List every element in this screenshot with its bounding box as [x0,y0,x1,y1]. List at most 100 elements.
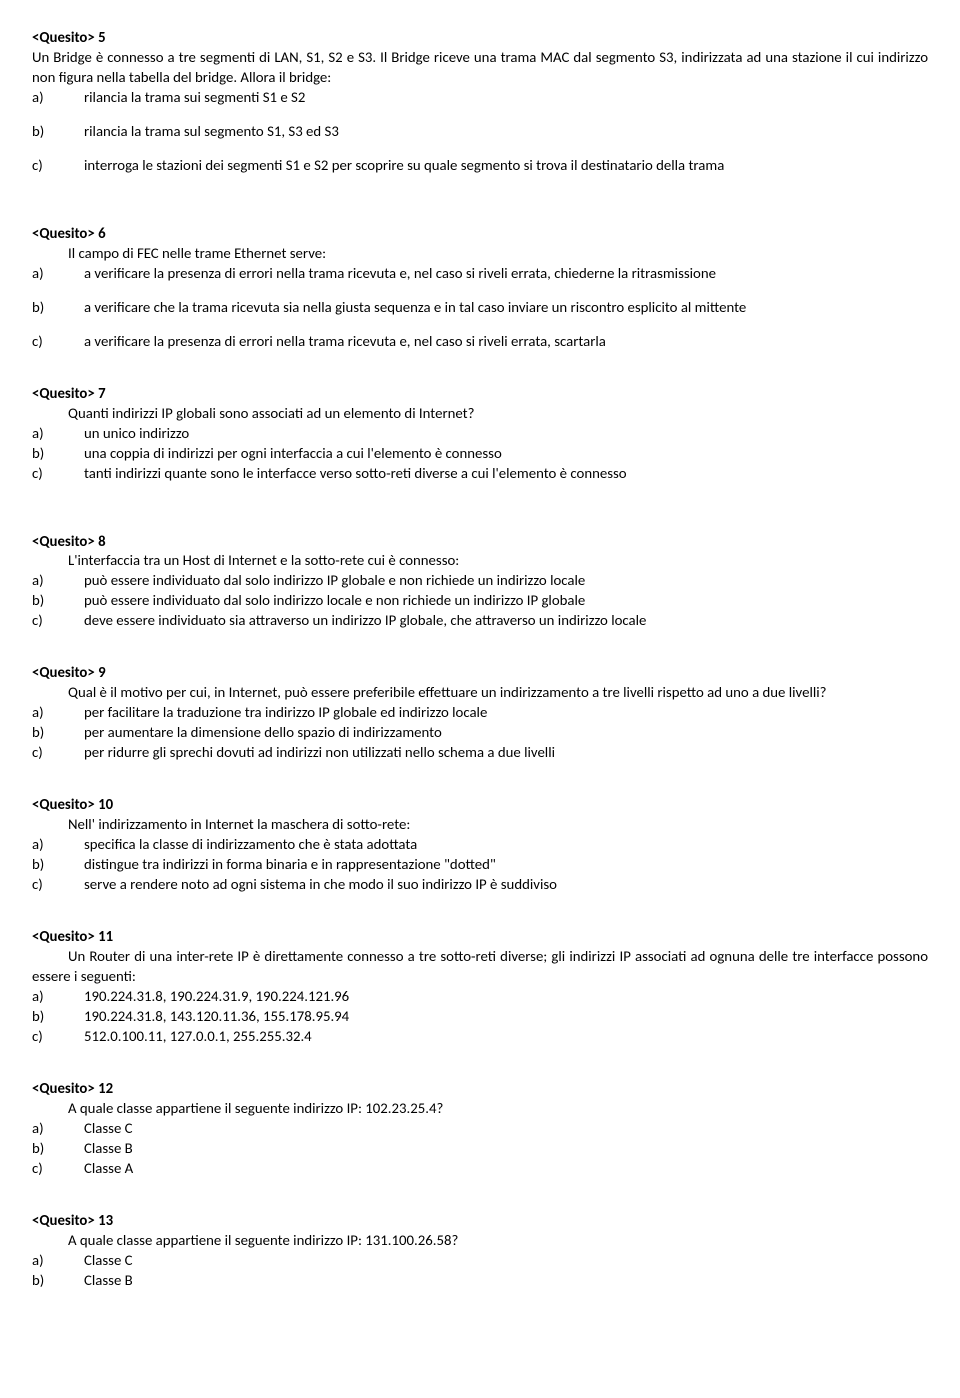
option-letter: c) [32,875,84,895]
question-intro: Qual è il motivo per cui, in Internet, p… [32,683,928,703]
option-row: a)Classe C [32,1119,928,1139]
option-letter: c) [32,156,84,176]
quesito-heading: <Quesito> 10 [32,795,928,815]
section-gap [32,1179,928,1193]
quesito-heading: <Quesito> 12 [32,1079,928,1099]
question-intro: Il campo di FEC nelle trame Ethernet ser… [68,244,928,264]
option-letter: a) [32,987,84,1007]
quesito-heading: <Quesito> 6 [32,224,928,244]
option-text: un unico indirizzo [84,424,928,444]
option-letter: a) [32,264,84,284]
option-letter: c) [32,332,84,352]
option-text: 190.224.31.8, 143.120.11.36, 155.178.95.… [84,1007,928,1027]
option-row: a)Classe C [32,1251,928,1271]
quesito-heading: <Quesito> 11 [32,927,928,947]
option-row: b)rilancia la trama sul segmento S1, S3 … [32,122,928,142]
option-row: c)Classe A [32,1159,928,1179]
option-letter: b) [32,723,84,743]
option-text: rilancia la trama sul segmento S1, S3 ed… [84,122,928,142]
option-text: Classe C [84,1251,928,1271]
question-intro: Un Bridge è connesso a tre segmenti di L… [32,48,928,88]
option-text: rilancia la trama sui segmenti S1 e S2 [84,88,928,108]
option-gap [32,318,928,332]
option-text: specifica la classe di indirizzamento ch… [84,835,928,855]
option-letter: c) [32,1027,84,1047]
quesito-heading: <Quesito> 13 [32,1211,928,1231]
option-row: b)una coppia di indirizzi per ogni inter… [32,444,928,464]
option-gap [32,284,928,298]
option-letter: b) [32,591,84,611]
option-letter: b) [32,444,84,464]
question-intro: Un Router di una inter-rete IP è diretta… [32,947,928,987]
section-gap [32,1047,928,1061]
option-row: b)distingue tra indirizzi in forma binar… [32,855,928,875]
section-gap [32,352,928,366]
option-text: a verificare la presenza di errori nella… [84,264,928,284]
option-text: può essere individuato dal solo indirizz… [84,571,928,591]
option-row: b)può essere individuato dal solo indiri… [32,591,928,611]
option-row: a)può essere individuato dal solo indiri… [32,571,928,591]
option-text: una coppia di indirizzi per ogni interfa… [84,444,928,464]
option-text: per ridurre gli sprechi dovuti ad indiri… [84,743,928,763]
option-row: c)a verificare la presenza di errori nel… [32,332,928,352]
option-row: c)deve essere individuato sia attraverso… [32,611,928,631]
option-row: a)rilancia la trama sui segmenti S1 e S2 [32,88,928,108]
quesito-heading: <Quesito> 7 [32,384,928,404]
section-gap [32,895,928,909]
section-gap [32,763,928,777]
option-text: Classe A [84,1159,928,1179]
option-letter: a) [32,88,84,108]
option-text: Classe B [84,1139,928,1159]
question-intro: A quale classe appartiene il seguente in… [68,1099,928,1119]
option-letter: b) [32,1271,84,1291]
question-intro: A quale classe appartiene il seguente in… [68,1231,928,1251]
option-text: distingue tra indirizzi in forma binaria… [84,855,928,875]
option-row: a)190.224.31.8, 190.224.31.9, 190.224.12… [32,987,928,1007]
option-text: 190.224.31.8, 190.224.31.9, 190.224.121.… [84,987,928,1007]
option-row: b)per aumentare la dimensione dello spaz… [32,723,928,743]
option-row: c)tanti indirizzi quante sono le interfa… [32,464,928,484]
option-row: a)per facilitare la traduzione tra indir… [32,703,928,723]
option-gap [32,108,928,122]
option-letter: b) [32,1007,84,1027]
option-text: può essere individuato dal solo indirizz… [84,591,928,611]
option-text: a verificare che la trama ricevuta sia n… [84,298,928,318]
option-text: Classe C [84,1119,928,1139]
option-letter: b) [32,855,84,875]
quesito-heading: <Quesito> 9 [32,663,928,683]
section-gap [32,484,928,514]
option-row: a)specifica la classe di indirizzamento … [32,835,928,855]
section-gap [32,176,928,206]
option-text: Classe B [84,1271,928,1291]
option-text: 512.0.100.11, 127.0.0.1, 255.255.32.4 [84,1027,928,1047]
question-intro: Quanti indirizzi IP globali sono associa… [68,404,928,424]
option-row: b)Classe B [32,1271,928,1291]
document-body: <Quesito> 5Un Bridge è connesso a tre se… [32,28,928,1291]
question-intro: Nell' indirizzamento in Internet la masc… [68,815,928,835]
option-row: c)interroga le stazioni dei segmenti S1 … [32,156,928,176]
option-letter: c) [32,611,84,631]
option-text: tanti indirizzi quante sono le interfacc… [84,464,928,484]
option-letter: a) [32,835,84,855]
option-letter: b) [32,298,84,318]
option-letter: a) [32,1119,84,1139]
option-row: b)190.224.31.8, 143.120.11.36, 155.178.9… [32,1007,928,1027]
option-row: c)serve a rendere noto ad ogni sistema i… [32,875,928,895]
option-letter: c) [32,464,84,484]
option-letter: a) [32,1251,84,1271]
option-letter: a) [32,703,84,723]
option-row: c)per ridurre gli sprechi dovuti ad indi… [32,743,928,763]
option-letter: b) [32,122,84,142]
section-gap [32,631,928,645]
option-gap [32,142,928,156]
option-text: deve essere individuato sia attraverso u… [84,611,928,631]
option-letter: c) [32,1159,84,1179]
option-letter: c) [32,743,84,763]
option-letter: b) [32,1139,84,1159]
option-row: b)a verificare che la trama ricevuta sia… [32,298,928,318]
option-text: per facilitare la traduzione tra indiriz… [84,703,928,723]
quesito-heading: <Quesito> 5 [32,28,928,48]
option-text: interroga le stazioni dei segmenti S1 e … [84,156,928,176]
quesito-heading: <Quesito> 8 [32,532,928,552]
option-row: b)Classe B [32,1139,928,1159]
